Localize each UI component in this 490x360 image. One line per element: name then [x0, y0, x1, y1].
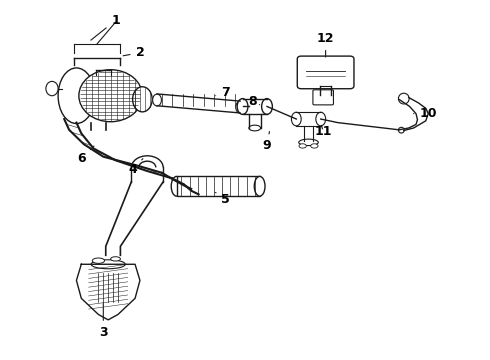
Text: 6: 6	[77, 146, 94, 165]
Ellipse shape	[46, 81, 58, 96]
Bar	[176, 176, 260, 196]
Polygon shape	[76, 264, 140, 320]
Ellipse shape	[92, 258, 104, 264]
Text: 11: 11	[315, 125, 332, 138]
Text: 7: 7	[216, 86, 230, 99]
Ellipse shape	[171, 176, 182, 196]
Text: 5: 5	[216, 192, 230, 206]
FancyBboxPatch shape	[297, 56, 354, 89]
Text: 4: 4	[128, 159, 143, 176]
Text: 10: 10	[414, 107, 437, 120]
Ellipse shape	[320, 92, 331, 98]
Ellipse shape	[237, 99, 248, 114]
Ellipse shape	[299, 139, 318, 145]
Ellipse shape	[292, 112, 301, 126]
Ellipse shape	[316, 112, 326, 126]
Ellipse shape	[236, 101, 245, 113]
Ellipse shape	[133, 87, 152, 112]
Ellipse shape	[254, 176, 265, 196]
Ellipse shape	[398, 93, 409, 104]
Ellipse shape	[91, 260, 125, 269]
Ellipse shape	[111, 257, 121, 261]
Ellipse shape	[153, 94, 161, 106]
Text: 2: 2	[123, 46, 145, 59]
Text: 8: 8	[248, 95, 260, 108]
Ellipse shape	[398, 127, 404, 133]
Text: 3: 3	[99, 303, 108, 339]
Ellipse shape	[299, 144, 306, 148]
Text: 12: 12	[317, 32, 334, 57]
Text: 9: 9	[263, 132, 271, 152]
Ellipse shape	[262, 99, 272, 114]
Text: 1: 1	[91, 14, 120, 40]
Ellipse shape	[249, 125, 261, 131]
Ellipse shape	[311, 144, 318, 148]
FancyBboxPatch shape	[313, 90, 333, 105]
Ellipse shape	[79, 70, 143, 122]
